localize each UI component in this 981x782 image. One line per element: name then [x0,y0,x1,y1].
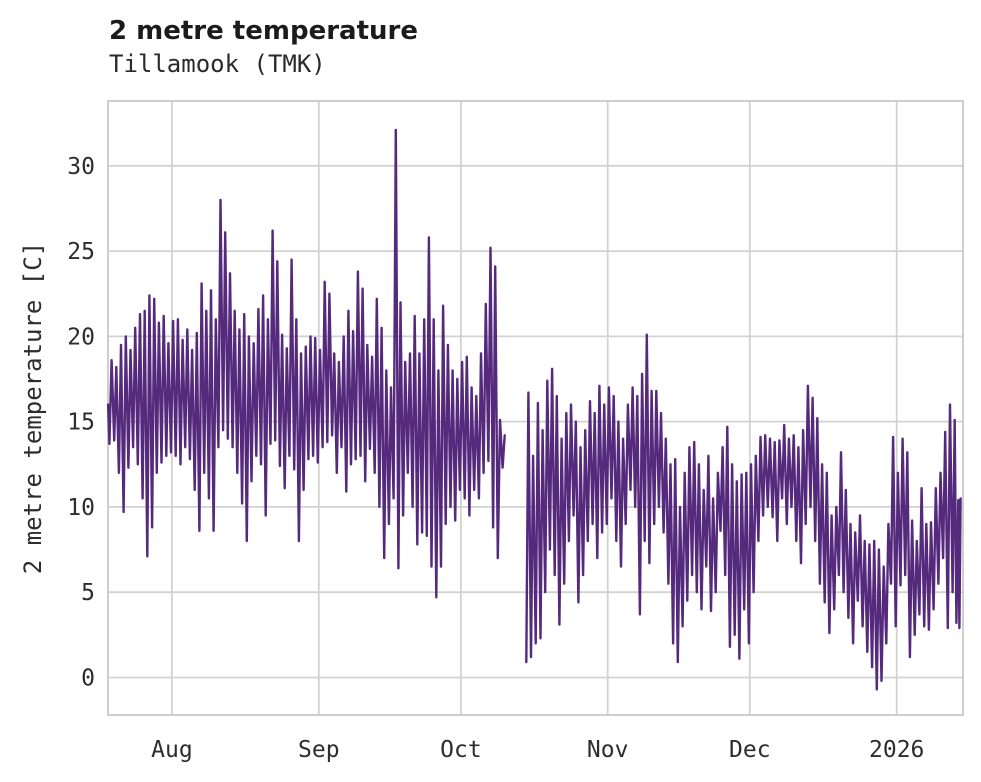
x-tick-label: 2026 [869,737,924,763]
y-tick-labels: 0 5 10 15 20 25 30 [67,154,95,692]
x-tick-label: Oct [440,737,482,763]
x-tick-labels: Aug Sep Oct Nov Dec 2026 [151,737,924,763]
chart-title: 2 metre temperature [109,16,418,46]
x-tick-label: Nov [587,737,629,763]
y-tick-label: 5 [81,580,95,606]
chart-subtitle: Tillamook (TMK) [109,50,326,78]
x-tick-label: Sep [298,737,340,763]
y-tick-label: 20 [67,324,95,350]
y-tick-label: 25 [67,239,95,265]
x-tick-label: Aug [151,737,193,763]
y-tick-label: 15 [67,410,95,436]
y-tick-label: 10 [67,495,95,521]
temperature-line [106,128,962,691]
x-tick-label: Dec [729,737,771,763]
y-axis-title: 2 metre temperature [C] [19,242,47,574]
y-tick-label: 0 [81,666,95,692]
y-tick-label: 30 [67,154,95,180]
